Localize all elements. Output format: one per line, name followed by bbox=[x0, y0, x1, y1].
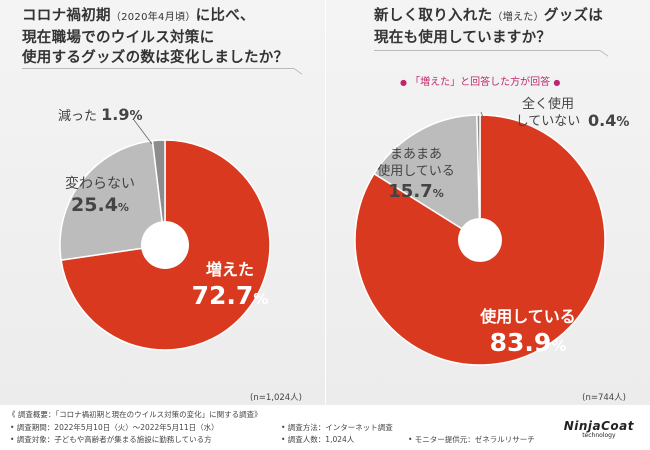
q2-line2: 現在も使用していますか？ bbox=[374, 30, 552, 46]
chart-2-center-hole bbox=[458, 218, 502, 262]
note-text: 「増えた」と回答した方が回答 bbox=[410, 77, 551, 88]
note-bullet-right: ● bbox=[553, 78, 561, 87]
q2-line1-a: 新しく取り入れた bbox=[374, 8, 493, 24]
q2-title-underline bbox=[374, 50, 600, 51]
ninjacoat-logo: NinjaCoat technology bbox=[564, 419, 634, 439]
chart-2-slice-3 bbox=[476, 114, 481, 241]
chart-2-label-3-line-2: していない bbox=[516, 114, 581, 129]
q2-line1-small: （増えた） bbox=[492, 12, 544, 23]
footer-title: 《 調査概要：「コロナ禍初期と現在のウイルス対策の変化」に関する調査》 bbox=[8, 410, 262, 419]
q1-line2: 現在職場でのウイルス対策に bbox=[22, 30, 215, 46]
question-2-title: 新しく取り入れた（増えた）グッズは 現在も使用していますか？ bbox=[374, 6, 603, 48]
note-bullet-left: ● bbox=[400, 78, 407, 87]
chart-2-leader-line bbox=[480, 111, 485, 121]
chart-1-center-hole bbox=[141, 221, 189, 269]
chart-2-sample-size: (n=744人) bbox=[582, 393, 626, 403]
survey-footer: 《 調査概要：「コロナ禍初期と現在のウイルス対策の変化」に関する調査》 • 調査… bbox=[0, 405, 650, 450]
q1-line1-b: に比べ、 bbox=[195, 8, 255, 24]
logo-sub-text: technology bbox=[582, 432, 616, 439]
footer-target: • 調査対象：子どもや高齢者が集まる施設に勤務している方 bbox=[10, 435, 212, 444]
q1-title-underline bbox=[22, 68, 294, 69]
footer-count: • 調査人数：1,024人 bbox=[281, 435, 355, 444]
chart-1-leader-line bbox=[133, 119, 153, 145]
q1-line1-a: コロナ禍初期 bbox=[22, 8, 111, 24]
chart-1-label-2: 変わらない bbox=[65, 175, 135, 192]
footer-method: • 調査方法：インターネット調査 bbox=[281, 423, 393, 432]
logo-main-text: NinjaCoat bbox=[563, 419, 634, 433]
chart-1-value-3: 1.9 bbox=[101, 105, 129, 124]
footer-period: • 調査期間：2022年5月10日（火）〜2022年5月11日（水） bbox=[10, 423, 219, 432]
chart-2-label-1: 使用している bbox=[479, 307, 576, 326]
chart-2-label-2-line-2: 使用している bbox=[377, 163, 455, 179]
chart-1-slice-3 bbox=[151, 139, 166, 246]
chart-1-label-3: 減った 1.9% bbox=[58, 105, 143, 124]
chart-2-label-3-line-1: 全く使用 bbox=[522, 96, 574, 112]
chart-1-label-1: 増えた bbox=[206, 260, 254, 279]
panel-divider bbox=[325, 0, 326, 405]
chart-2-slice-2 bbox=[373, 114, 481, 242]
chart-1-value-2: 25.4% bbox=[71, 194, 129, 216]
chart-2-value-2: 15.7% bbox=[388, 181, 443, 202]
chart-2-value-3: 0.4% bbox=[588, 111, 629, 130]
footer-provider: • モニター提供元：ゼネラルリサーチ bbox=[408, 435, 535, 444]
respondent-note: ● 「増えた」と回答した方が回答 ● bbox=[400, 73, 560, 88]
chart-2-label-2-line-1: まあまあ bbox=[390, 147, 442, 162]
question-1-title: コロナ禍初期（2020年4月頃）に比べ、 現在職場でのウイルス対策に 使用するグ… bbox=[22, 6, 288, 68]
q1-line3: 使用するグッズの数は変化しましたか？ bbox=[22, 50, 289, 66]
q1-line1-small: （2020年4月頃） bbox=[110, 12, 196, 23]
q2-line1-b: グッズは bbox=[543, 8, 604, 24]
chart-1-slice-2 bbox=[59, 139, 166, 261]
chart-1-sample-size: (n=1,024人) bbox=[250, 393, 302, 403]
